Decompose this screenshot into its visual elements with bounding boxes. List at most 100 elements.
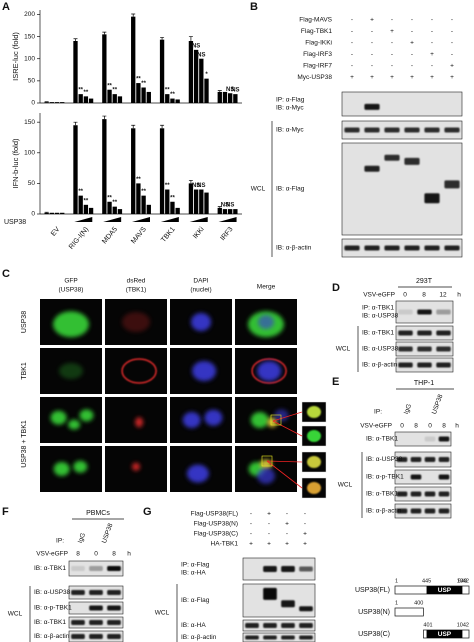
blot-label: IB: α-TBK1 [366,491,398,498]
y-tick-label: 200 [24,11,35,18]
row-label: USP38 + TBK1 [21,420,28,468]
sign: - [268,521,270,528]
band [245,635,259,640]
lane-label: 0 [403,292,407,299]
inset-signal [307,406,321,418]
bar [233,94,238,103]
sign: - [451,28,453,35]
blot-label: IB: α-β-actin [181,634,217,641]
x-tick-label: MDA5 [101,226,119,245]
band [89,590,103,595]
sign: + [350,74,354,81]
residue-label: 445 [422,578,431,584]
band [89,634,103,639]
roi [261,455,273,467]
bar [217,91,222,103]
cell-signal [122,312,150,332]
y-tick-label: 50 [28,78,36,85]
significance: ** [170,92,175,98]
blot-label: IB: α-USP38 [362,313,399,320]
bar [193,49,199,103]
ip-group: IgG [403,403,413,415]
ip-group: USP38 [431,393,445,415]
cell-signal [204,409,223,426]
band [107,634,121,639]
bar [88,207,94,214]
band [107,590,121,595]
panel-label: F [2,506,9,518]
domain-name: USP38(N) [358,609,390,616]
bar [170,201,175,214]
blot-label: IP: α-Flag [181,562,210,569]
column-label: DAPI [193,278,208,285]
band [299,566,313,572]
bar [54,102,60,103]
cell-signal [257,467,275,484]
bar [49,102,54,103]
sign: - [351,28,353,35]
x-tick-label: EV [50,226,62,238]
error-bar [73,38,78,41]
band [410,491,422,497]
sign: - [371,51,373,58]
cell-signal [68,419,81,430]
band [263,587,277,600]
significance: ** [107,83,112,89]
blot [394,503,452,519]
row-label: Flag-MAVS [299,17,332,24]
band [281,566,295,572]
band [299,623,313,628]
x-tick-label: RIG-I(N) [68,226,90,251]
significance: ** [112,200,117,206]
blot-label: IP: α-Flag [276,97,305,104]
blot [394,451,452,468]
band [424,491,436,497]
significance: ** [112,88,117,94]
residue-label: 1 [395,578,398,584]
residue-label: 400 [414,600,423,606]
sign: + [285,521,289,528]
domain-name: USP38(C) [358,631,390,638]
sign: - [431,17,433,24]
band [263,635,277,640]
bar [199,189,204,214]
blot-label: IB: α-β-actin [276,245,312,252]
cell-signal [73,460,88,473]
lane-label: 8 [76,551,80,558]
blot-label: IB: α-p-TBK1 [34,605,72,612]
condition-label: VSV-eGFP [36,551,68,558]
bar [83,204,89,214]
blot-label: IB: α-β-actin [34,633,70,640]
significance: ** [165,88,170,94]
sign: + [430,51,434,58]
unit-label: h [127,551,131,558]
significance: NS [226,87,234,93]
error-bar [131,13,136,17]
roi [270,414,282,426]
band [107,620,121,625]
sign: - [451,17,453,24]
bar [112,94,117,103]
bar [112,206,117,214]
band [436,362,451,368]
band [71,620,85,625]
unit-label: h [455,423,459,430]
sign: + [390,74,394,81]
band [438,436,450,442]
band [404,157,420,165]
sign: - [431,63,433,70]
band [404,127,420,133]
cell-label: 293T [416,278,433,285]
x-tick-label: TBK1 [160,226,177,244]
cell-signal [50,410,67,425]
band [71,566,85,571]
band [89,605,103,611]
bar [49,212,54,214]
row-label: USP38 [21,311,28,333]
band [424,436,436,442]
bar [165,189,170,214]
sign: - [431,40,433,47]
bar [73,125,78,214]
blot [242,632,316,642]
